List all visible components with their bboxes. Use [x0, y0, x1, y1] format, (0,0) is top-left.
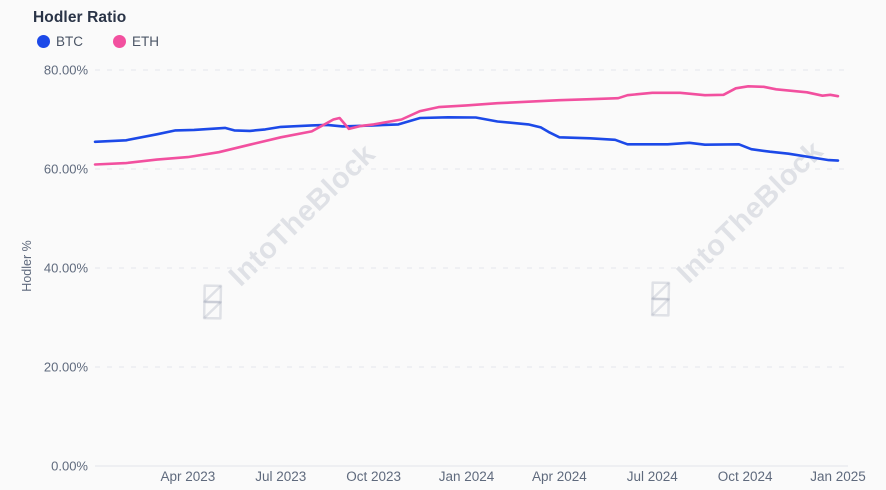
x-axis-tick-label: Oct 2024	[718, 469, 773, 484]
legend-item-btc[interactable]: BTC	[37, 34, 83, 49]
x-axis-tick-label: Apr 2023	[161, 469, 216, 484]
x-axis-tick-label: Jan 2025	[810, 469, 866, 484]
x-axis-tick-label: Oct 2023	[346, 469, 401, 484]
eth-legend-dot-icon	[113, 35, 126, 48]
y-axis-tick-label: 20.00%	[44, 360, 89, 375]
x-axis-tick-label: Jan 2024	[439, 469, 495, 484]
eth-line-series	[93, 85, 840, 166]
btc-line-series	[93, 116, 840, 162]
legend-item-eth[interactable]: ETH	[113, 34, 159, 49]
btc-legend-dot-icon	[37, 35, 50, 48]
x-axis-tick-label: Jul 2024	[627, 469, 679, 484]
y-axis-tick-label: 0.00%	[51, 459, 88, 474]
y-axis-tick-label: 80.00%	[44, 63, 89, 78]
chart-legend: BTC ETH	[37, 34, 159, 49]
y-axis-tick-label: 40.00%	[44, 261, 89, 276]
legend-label: BTC	[56, 34, 83, 49]
x-axis-tick-label: Jul 2023	[255, 469, 306, 484]
x-axis-tick-label: Apr 2024	[532, 469, 587, 484]
page-title: Hodler Ratio	[33, 9, 127, 26]
legend-label: ETH	[132, 34, 159, 49]
y-axis-tick-label: 60.00%	[44, 162, 89, 177]
